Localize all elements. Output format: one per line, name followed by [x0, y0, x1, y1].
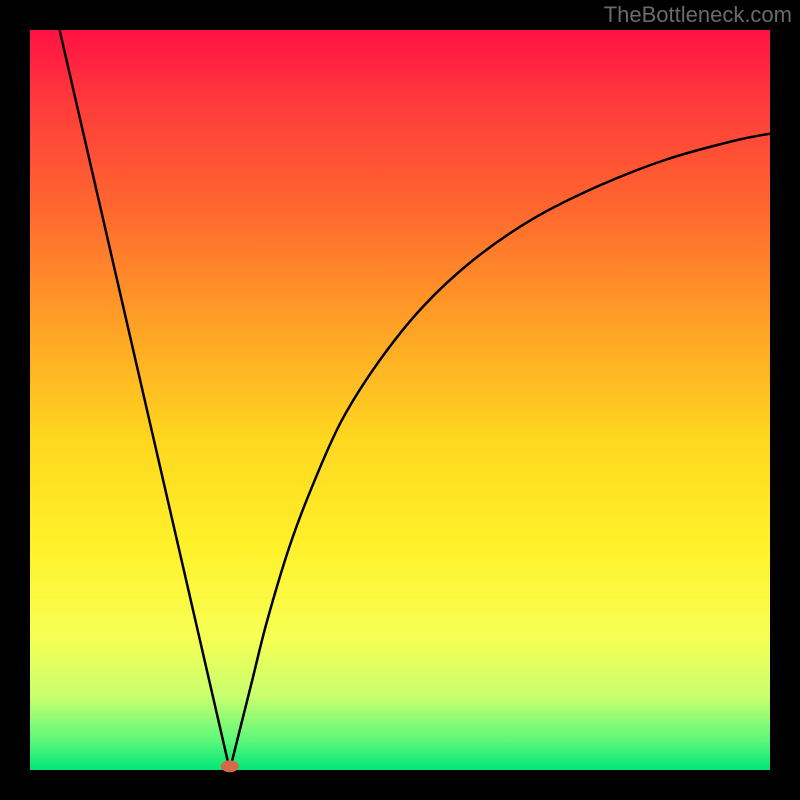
- plot-background: [30, 30, 770, 770]
- bottleneck-chart: [0, 0, 800, 800]
- minimum-marker: [221, 760, 239, 772]
- watermark-text: TheBottleneck.com: [604, 2, 792, 28]
- chart-container: TheBottleneck.com: [0, 0, 800, 800]
